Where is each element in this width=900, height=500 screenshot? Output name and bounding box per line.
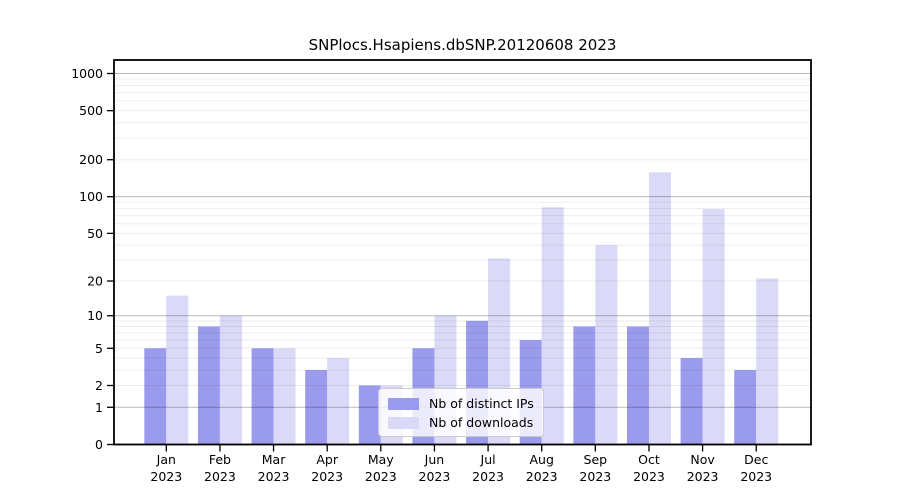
bar-downloads-aug: [541, 207, 564, 445]
bar-distinct-ips-nov: [680, 358, 703, 445]
bar-distinct-ips-oct: [626, 326, 649, 445]
legend-label-distinct-ips: Nb of distinct IPs: [429, 395, 534, 411]
bar-downloads-nov: [702, 209, 725, 445]
bar-distinct-ips-dec: [734, 370, 757, 445]
x-tick-label-month-oct: Oct: [638, 452, 660, 467]
bar-distinct-ips-apr: [305, 370, 328, 445]
legend: Nb of distinct IPs Nb of downloads: [378, 388, 544, 437]
x-tick-label-year-jan: 2023: [150, 469, 182, 484]
x-tick-label-month-nov: Nov: [690, 452, 715, 467]
x-tick-label-year-nov: 2023: [687, 469, 719, 484]
y-tick-label-20: 20: [87, 274, 103, 289]
y-tick-label-1000: 1000: [71, 66, 103, 81]
x-tick-label-year-dec: 2023: [740, 469, 772, 484]
x-tick-label-year-jul: 2023: [472, 469, 504, 484]
bar-distinct-ips-jan: [144, 348, 167, 445]
x-tick-label-month-jul: Jul: [480, 452, 496, 467]
x-tick-label-year-sep: 2023: [579, 469, 611, 484]
x-tick-label-month-jun: Jun: [424, 452, 445, 467]
bar-downloads-feb: [219, 315, 242, 445]
y-tick-label-0: 0: [95, 437, 103, 452]
x-tick-label-month-dec: Dec: [744, 452, 768, 467]
y-tick-label-5: 5: [95, 341, 103, 356]
x-tick-label-month-sep: Sep: [584, 452, 608, 467]
x-tick-label-month-aug: Aug: [529, 452, 553, 467]
bar-downloads-sep: [595, 245, 618, 445]
y-tick-label-500: 500: [79, 103, 103, 118]
x-tick-label-month-feb: Feb: [209, 452, 231, 467]
bar-distinct-ips-mar: [251, 348, 274, 445]
bar-distinct-ips-may: [358, 385, 381, 445]
bar-distinct-ips-feb: [197, 326, 220, 445]
y-tick-label-1: 1: [95, 400, 103, 415]
x-tick-label-year-mar: 2023: [258, 469, 290, 484]
x-tick-label-year-oct: 2023: [633, 469, 665, 484]
plot-border: [113, 59, 812, 446]
x-tick-label-year-jun: 2023: [419, 469, 451, 484]
x-tick-label-month-may: May: [368, 452, 394, 467]
x-tick-label-month-jan: Jan: [156, 452, 176, 467]
bar-downloads-oct: [648, 172, 671, 445]
y-tick-label-2: 2: [95, 378, 103, 393]
y-tick-label-200: 200: [79, 152, 103, 167]
bar-downloads-jan: [166, 295, 189, 445]
x-tick-label-month-apr: Apr: [316, 452, 338, 467]
legend-item-distinct-ips: Nb of distinct IPs: [388, 395, 535, 412]
legend-item-downloads: Nb of downloads: [388, 414, 535, 431]
x-tick-label-month-mar: Mar: [262, 452, 286, 467]
y-tick-label-10: 10: [87, 308, 103, 323]
x-tick-label-year-apr: 2023: [311, 469, 343, 484]
bar-downloads-apr: [327, 358, 350, 445]
legend-swatch-distinct-ips-icon: [388, 397, 419, 410]
x-tick-label-year-aug: 2023: [526, 469, 558, 484]
chart-title: SNPlocs.Hsapiens.dbSNP.20120608 2023: [308, 36, 617, 54]
legend-swatch-downloads-icon: [388, 416, 419, 429]
y-tick-label-100: 100: [79, 189, 103, 204]
bar-downloads-dec: [756, 278, 779, 445]
bar-distinct-ips-sep: [573, 326, 596, 445]
bar-downloads-mar: [273, 348, 296, 445]
legend-label-downloads: Nb of downloads: [429, 414, 534, 430]
x-tick-label-year-feb: 2023: [204, 469, 236, 484]
x-tick-label-year-may: 2023: [365, 469, 397, 484]
y-tick-label-50: 50: [87, 226, 103, 241]
